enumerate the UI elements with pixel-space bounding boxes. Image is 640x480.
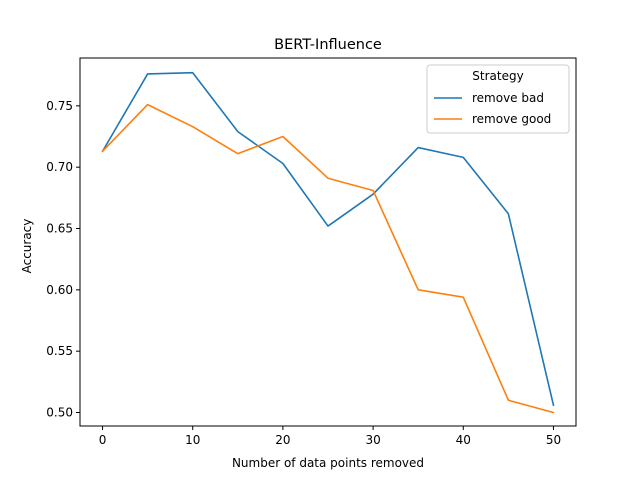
y-tick-label: 0.55 xyxy=(46,344,73,358)
legend-label-remove-bad: remove bad xyxy=(472,91,544,105)
y-axis: 0.50 0.55 0.60 0.65 0.70 0.75 xyxy=(46,99,80,420)
x-tick-label: 0 xyxy=(99,433,107,447)
legend-title: Strategy xyxy=(472,69,523,83)
x-tick-label: 20 xyxy=(275,433,290,447)
chart-title: BERT-Influence xyxy=(274,37,382,53)
x-axis: 0 10 20 30 40 50 xyxy=(99,426,561,447)
plot-frame xyxy=(79,57,577,427)
series-line-remove-good xyxy=(101,103,555,414)
series-lines xyxy=(101,71,555,414)
legend-box xyxy=(426,64,570,134)
legend-label-remove-good: remove good xyxy=(472,112,551,126)
series-line-remove-bad xyxy=(101,71,555,407)
plot-area xyxy=(79,57,577,427)
legend: Strategy remove bad remove good xyxy=(426,64,570,134)
x-tick-label: 30 xyxy=(365,433,380,447)
x-tick-label: 10 xyxy=(185,433,200,447)
y-tick-label: 0.70 xyxy=(46,160,73,174)
x-axis-title: Number of data points removed xyxy=(232,456,424,470)
y-tick-label: 0.60 xyxy=(46,283,73,297)
y-tick-label: 0.65 xyxy=(46,222,73,236)
x-tick-label: 50 xyxy=(546,433,561,447)
y-tick-label: 0.75 xyxy=(46,99,73,113)
y-axis-title: Accuracy xyxy=(20,219,34,274)
x-tick-label: 40 xyxy=(456,433,471,447)
y-tick-label: 0.50 xyxy=(46,406,73,420)
